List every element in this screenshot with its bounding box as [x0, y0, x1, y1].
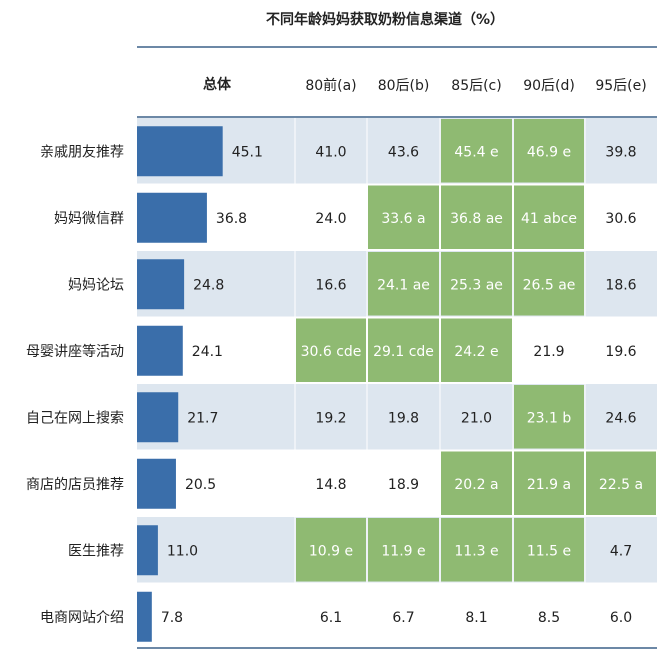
highlight-cell: [368, 185, 439, 249]
highlight-cell: [441, 185, 512, 249]
cell-value: 41 abce: [521, 211, 577, 227]
highlight-cell: [514, 252, 584, 316]
cell-value: 19.2: [315, 410, 346, 426]
cell-value: 18.9: [388, 477, 419, 493]
cell-value: 4.7: [610, 543, 632, 559]
cell-value: 23.1 b: [527, 410, 572, 426]
cell-value: 19.6: [605, 344, 636, 360]
total-value-label: 24.8: [193, 277, 224, 293]
cell-value: 30.6 cde: [301, 344, 362, 360]
row-label: 电商网站介绍: [40, 610, 124, 626]
cell-value: 11.9 e: [381, 543, 425, 559]
row-label: 医生推荐: [68, 543, 124, 559]
cell-value: 21.0: [461, 410, 492, 426]
table-rules: [137, 46, 657, 649]
highlight-cell: [586, 451, 656, 515]
column-header: 85后(c): [451, 78, 501, 94]
cell-value: 21.9 a: [527, 477, 571, 493]
highlight-cell: [441, 451, 512, 515]
highlight-cell: [514, 185, 584, 249]
cell-value: 24.0: [315, 211, 346, 227]
total-value-label: 11.0: [167, 543, 198, 559]
cell-value: 21.9: [533, 344, 564, 360]
column-header: 95后(e): [595, 78, 646, 94]
total-value-label: 20.5: [185, 477, 216, 493]
total-bar: [137, 325, 183, 376]
cell-value: 19.8: [388, 410, 419, 426]
highlight-cell: [441, 119, 512, 183]
total-bar: [137, 392, 179, 443]
cell-value: 6.0: [610, 610, 632, 626]
total-bars: [137, 126, 223, 642]
cell-value: 11.5 e: [527, 543, 571, 559]
highlight-cells: [296, 119, 656, 582]
highlight-cell: [514, 518, 584, 582]
table-text: 80前(a) 80后(b) 85后(c) 90后(d) 95后(e) 亲戚朋友推荐 45.1…: [26, 77, 647, 626]
row-label: 妈妈微信群: [54, 211, 124, 227]
total-bar: [137, 259, 185, 310]
cell-value: 22.5 a: [599, 477, 643, 493]
cell-value: 45.4 e: [454, 144, 498, 160]
row-label: 商店的店员推荐: [26, 477, 124, 493]
highlight-cell: [296, 318, 366, 382]
cell-value: 24.2 e: [454, 344, 498, 360]
column-header: 90后(d): [523, 78, 575, 94]
cell-value: 8.1: [465, 610, 487, 626]
highlight-cell: [441, 518, 512, 582]
highlight-cell: [296, 518, 366, 582]
total-bar: [137, 126, 223, 177]
row-label: 妈妈论坛: [68, 277, 124, 293]
cell-value: 26.5 ae: [523, 277, 576, 293]
total-value-label: 7.8: [161, 610, 183, 626]
cell-value: 24.6: [605, 410, 636, 426]
cell-value: 18.6: [605, 277, 636, 293]
highlight-cell: [514, 385, 584, 449]
highlight-cell: [514, 451, 584, 515]
cell-value: 43.6: [388, 144, 419, 160]
cell-value: 36.8 ae: [450, 211, 503, 227]
cell-value: 14.8: [315, 477, 346, 493]
cell-value: 11.3 e: [454, 543, 498, 559]
cell-value: 16.6: [315, 277, 346, 293]
cell-value: 10.9 e: [309, 543, 353, 559]
cell-value: 39.8: [605, 144, 636, 160]
cell-value: 30.6: [605, 211, 636, 227]
total-bar: [137, 591, 152, 642]
row-label: 自己在网上搜索: [26, 409, 124, 426]
column-header: 80前(a): [305, 77, 356, 94]
total-value-label: 45.1: [232, 144, 263, 160]
total-bar: [137, 458, 176, 509]
total-bar: [137, 192, 207, 243]
total-value-label: 21.7: [187, 410, 218, 426]
cell-value: 24.1 ae: [377, 277, 430, 293]
cell-value: 6.7: [392, 610, 414, 626]
total-value-label: 24.1: [192, 344, 223, 360]
row-label: 母婴讲座等活动: [26, 343, 124, 360]
chart-title: 不同年龄妈妈获取奶粉信息渠道（%）: [266, 11, 504, 28]
highlight-cell: [368, 318, 439, 382]
cell-value: 20.2 a: [454, 477, 498, 493]
row-label: 亲戚朋友推荐: [40, 144, 124, 160]
highlight-cell: [368, 518, 439, 582]
highlight-cell: [441, 252, 512, 316]
highlight-cell: [441, 318, 512, 382]
column-header: 80后(b): [378, 78, 430, 94]
highlight-cell: [514, 119, 584, 183]
cell-value: 33.6 a: [381, 211, 425, 227]
cell-value: 41.0: [315, 144, 346, 160]
total-bar: [137, 525, 158, 576]
cell-value: 6.1: [320, 610, 342, 626]
cell-value: 46.9 e: [527, 144, 571, 160]
cell-value: 25.3 ae: [450, 277, 503, 293]
total-column-header: 总体: [203, 76, 232, 93]
cell-value: 29.1 cde: [373, 344, 434, 360]
total-value-label: 36.8: [216, 211, 247, 227]
highlight-cell: [368, 252, 439, 316]
cell-value: 8.5: [538, 610, 560, 626]
